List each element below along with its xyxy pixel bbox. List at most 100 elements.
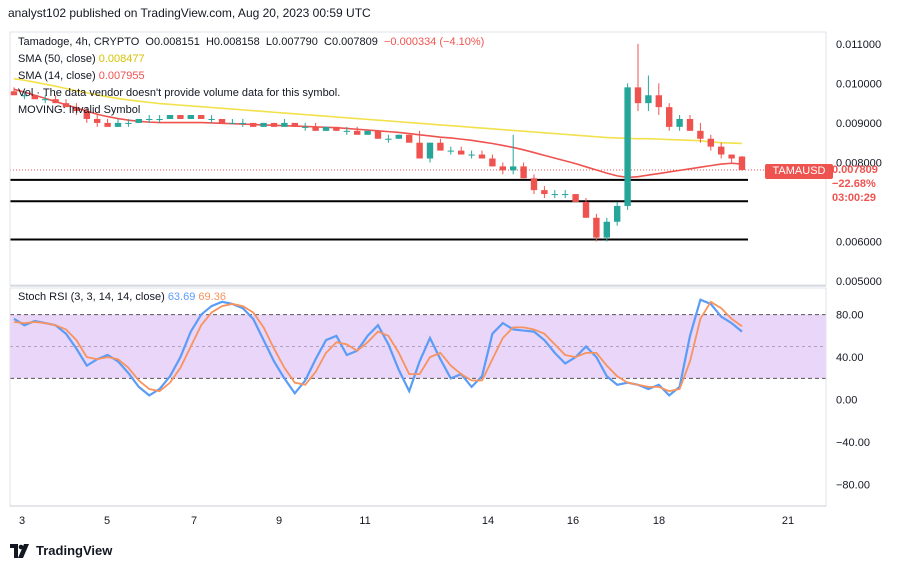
candle [10, 87, 18, 96]
candle [31, 95, 38, 100]
stoch-tick-label: −40.00 [836, 437, 870, 449]
time-tick-label: 3 [19, 515, 25, 527]
candle [593, 213, 600, 242]
candle-body [624, 87, 631, 206]
price-tick-label: 0.010000 [836, 78, 882, 90]
sma50-legend[interactable]: SMA (50, close) 0.008477 [18, 53, 145, 65]
candle [697, 122, 704, 143]
candle [104, 118, 111, 127]
sma50-line [13, 77, 743, 145]
price-pane-frame [9, 31, 827, 286]
candle-body [406, 134, 413, 143]
sma14-legend[interactable]: SMA (14, close) 0.007955 [18, 70, 145, 82]
candle [510, 134, 517, 175]
candle [364, 130, 371, 135]
candle-body [510, 166, 517, 171]
candle [582, 198, 590, 218]
candle-body [125, 122, 132, 124]
candle [62, 99, 70, 108]
stoch-d-value: 69.36 [198, 291, 226, 303]
tradingview-brand[interactable]: TradingView [10, 543, 112, 558]
candle [728, 154, 735, 163]
candle [312, 122, 319, 131]
sma14-label: SMA (14, close) [18, 70, 96, 82]
close-value: C0.007809 [324, 36, 378, 48]
candle-body [530, 178, 538, 191]
open-value: O0.008151 [145, 36, 200, 48]
candle-body [10, 91, 18, 96]
stoch-legend[interactable]: Stoch RSI (3, 3, 14, 14, close) 63.69 69… [18, 291, 226, 303]
candle [83, 107, 90, 123]
candle-body [73, 107, 80, 112]
candle [406, 134, 413, 143]
stoch-tick-label: 80.00 [836, 310, 864, 322]
candle [260, 122, 267, 127]
badge-price: 0.007809 [832, 164, 878, 176]
candle-body [666, 107, 673, 127]
candle [239, 118, 246, 127]
candle [489, 154, 496, 167]
candle [426, 142, 434, 163]
candle [166, 115, 174, 119]
price-tick-label: 0.008000 [836, 157, 882, 169]
candle-body [270, 122, 278, 127]
badge-change: −22.68% [832, 178, 876, 190]
candle [738, 156, 746, 171]
candle [281, 118, 288, 127]
sma50-value: 0.008477 [98, 53, 145, 65]
candle-body [447, 150, 454, 152]
high-value: H0.008158 [205, 36, 260, 48]
candle-body [166, 115, 174, 119]
candle-body [364, 130, 371, 135]
tradingview-logo-icon [10, 543, 29, 558]
stoch-tick-label: 0.00 [836, 395, 857, 407]
price-tick-label: 0.006000 [836, 237, 882, 249]
change-value: −0.000334 (−4.10%) [384, 36, 485, 48]
candle-body [634, 87, 642, 104]
time-tick-label: 21 [782, 515, 794, 527]
candle-body [21, 95, 28, 97]
stoch-d-line [13, 300, 743, 393]
candle-body [52, 99, 59, 104]
candle-body [83, 111, 90, 119]
candle [447, 146, 454, 155]
candle-body [676, 118, 683, 127]
stoch-rsi-pane [10, 298, 826, 397]
candle-body [697, 130, 704, 139]
candle [187, 115, 194, 119]
candle-body [114, 122, 122, 127]
moving-note: MOVING: Invalid Symbol [18, 104, 141, 116]
candle [156, 115, 163, 123]
low-value: L0.007790 [265, 36, 318, 48]
candle-body [312, 126, 319, 131]
candle-body [603, 221, 610, 238]
candle [229, 118, 236, 124]
candle [198, 115, 205, 119]
price-tick-label: 0.011000 [836, 39, 881, 51]
candle-body [458, 150, 465, 155]
candle-body [572, 194, 579, 202]
candle [250, 122, 257, 127]
candle-body [135, 118, 142, 123]
candle-body [104, 122, 111, 127]
candle [468, 150, 475, 159]
candle [385, 134, 392, 143]
candle-body [333, 126, 340, 131]
candle-body [520, 166, 527, 179]
candle [218, 118, 226, 123]
sma50-label: SMA (50, close) [18, 53, 96, 65]
candle [416, 130, 423, 159]
candle-body [354, 130, 361, 135]
time-tick-label: 5 [104, 515, 110, 527]
candle-body [541, 190, 548, 195]
candle-body [208, 118, 215, 120]
candle [437, 138, 444, 151]
time-tick-label: 7 [191, 515, 197, 527]
candle-body [395, 134, 402, 139]
candle [302, 122, 309, 131]
badge-countdown: 03:00:29 [832, 192, 877, 204]
candle-body [198, 115, 205, 119]
candle [478, 150, 486, 159]
stoch-label: Stoch RSI (3, 3, 14, 14, close) [18, 291, 165, 303]
